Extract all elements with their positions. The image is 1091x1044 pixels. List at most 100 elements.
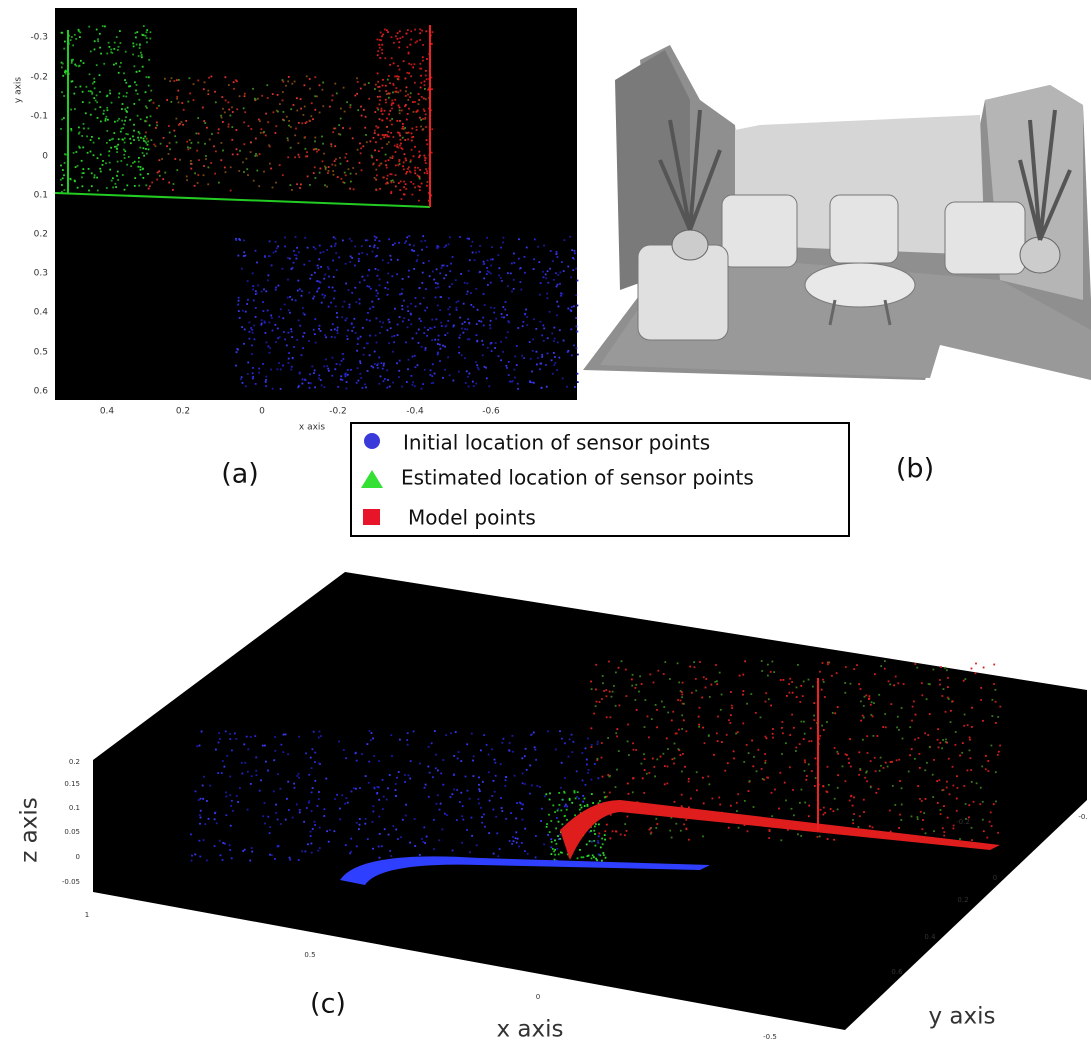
point xyxy=(247,362,249,364)
point xyxy=(451,283,453,285)
point xyxy=(409,778,411,780)
point xyxy=(222,859,224,861)
point xyxy=(295,128,297,130)
point xyxy=(407,732,409,734)
point xyxy=(579,809,581,811)
point xyxy=(149,185,151,187)
point xyxy=(191,163,193,165)
point xyxy=(105,120,107,122)
point xyxy=(200,798,202,800)
point xyxy=(478,251,480,253)
point xyxy=(460,273,462,275)
point xyxy=(123,124,125,126)
point xyxy=(587,805,589,807)
point xyxy=(441,829,443,831)
point xyxy=(615,705,617,707)
point xyxy=(458,751,460,753)
point xyxy=(120,62,122,64)
point xyxy=(178,79,180,81)
point xyxy=(615,732,617,734)
point xyxy=(270,315,272,317)
point xyxy=(392,156,394,158)
point xyxy=(576,770,578,772)
point xyxy=(584,798,586,800)
point xyxy=(940,809,942,811)
point xyxy=(331,375,333,377)
point xyxy=(572,257,574,259)
tick-label: -0.2 xyxy=(329,407,347,417)
point xyxy=(526,769,528,771)
point xyxy=(384,57,386,59)
point xyxy=(146,29,148,31)
tick-label: 0 xyxy=(993,874,997,882)
point xyxy=(414,187,416,189)
point xyxy=(122,174,124,176)
point xyxy=(817,836,819,838)
point xyxy=(875,792,877,794)
point xyxy=(971,668,973,670)
point xyxy=(869,695,871,697)
point xyxy=(377,786,379,788)
point xyxy=(472,241,474,243)
point xyxy=(486,237,488,239)
point xyxy=(828,784,830,786)
point xyxy=(392,825,394,827)
point xyxy=(146,138,148,140)
point xyxy=(995,801,997,803)
point xyxy=(863,705,865,707)
point xyxy=(863,811,865,813)
point xyxy=(602,852,604,854)
point xyxy=(549,799,551,801)
point xyxy=(538,261,540,263)
point xyxy=(803,721,805,723)
point xyxy=(429,275,431,277)
point xyxy=(466,743,468,745)
point xyxy=(293,262,295,264)
point xyxy=(808,805,810,807)
point xyxy=(915,714,917,716)
point xyxy=(606,824,608,826)
point xyxy=(289,258,291,260)
point xyxy=(356,77,358,79)
point xyxy=(330,302,332,304)
point xyxy=(573,345,575,347)
point xyxy=(397,334,399,336)
point xyxy=(433,819,435,821)
point xyxy=(309,88,311,90)
point xyxy=(288,332,290,334)
point xyxy=(318,328,320,330)
point xyxy=(852,819,854,821)
point xyxy=(161,158,163,160)
point xyxy=(301,290,303,292)
point xyxy=(111,102,113,104)
point xyxy=(406,86,408,88)
point xyxy=(258,185,260,187)
point xyxy=(94,40,96,42)
point xyxy=(571,354,573,356)
point xyxy=(390,259,392,261)
point xyxy=(412,384,414,386)
point xyxy=(95,100,97,102)
point xyxy=(416,126,418,128)
point xyxy=(655,827,657,829)
point xyxy=(952,700,954,702)
point xyxy=(564,806,566,808)
point xyxy=(386,167,388,169)
point xyxy=(108,150,110,152)
point xyxy=(265,376,267,378)
point xyxy=(469,798,471,800)
point xyxy=(769,830,771,832)
point xyxy=(821,725,823,727)
point xyxy=(522,804,524,806)
point xyxy=(252,272,254,274)
point xyxy=(575,798,577,800)
point xyxy=(535,835,537,837)
point xyxy=(449,306,451,308)
point xyxy=(677,662,679,664)
point xyxy=(97,190,99,192)
point xyxy=(262,363,264,365)
point xyxy=(124,120,126,122)
point xyxy=(701,697,703,699)
point xyxy=(290,328,292,330)
point xyxy=(388,834,390,836)
